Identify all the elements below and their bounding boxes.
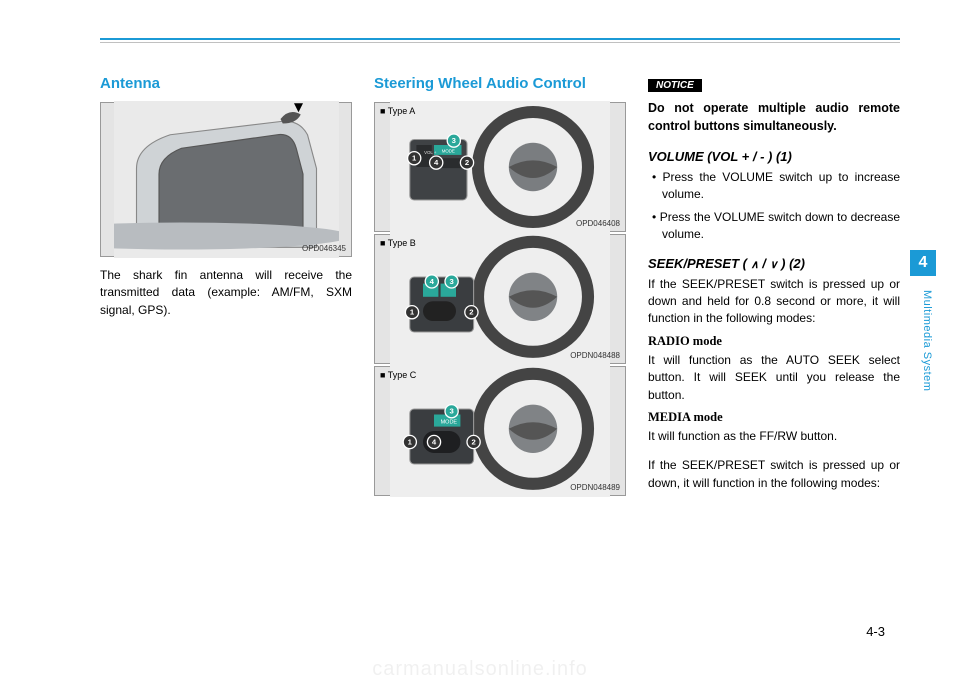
notice-badge: NOTICE <box>648 79 702 92</box>
manual-page: Antenna OPD046345 <box>0 0 960 689</box>
figure-antenna-image <box>101 103 351 256</box>
svg-text:2: 2 <box>471 438 475 447</box>
media-mode-label: MEDIA mode <box>648 410 900 425</box>
top-rule-thin <box>100 42 900 43</box>
content-columns: Antenna OPD046345 <box>100 75 900 496</box>
svg-text:MODE: MODE <box>441 419 458 425</box>
antenna-paragraph: The shark fin antenna will receive the t… <box>100 267 352 319</box>
column-3: NOTICE Do not operate multiple audio rem… <box>648 75 900 496</box>
figure-type-c-image: MODE 1 2 3 4 <box>375 367 625 495</box>
seek-paragraph: If the SEEK/PRESET switch is pressed up … <box>648 276 900 328</box>
steering-wheel-c-illustration: MODE 1 2 3 4 <box>390 365 610 497</box>
volume-heading: VOLUME (VOL + / - ) (1) <box>648 149 900 164</box>
heading-swac: Steering Wheel Audio Control <box>374 75 626 92</box>
column-1: Antenna OPD046345 <box>100 75 352 496</box>
svg-text:2: 2 <box>465 158 469 167</box>
radio-mode-label: RADIO mode <box>648 334 900 349</box>
media-mode-text: It will function as the FF/RW button. <box>648 428 900 445</box>
steering-wheel-b-illustration: 1 2 3 4 <box>390 233 610 365</box>
svg-text:3: 3 <box>452 136 456 145</box>
heading-antenna: Antenna <box>100 75 352 92</box>
svg-text:MODE: MODE <box>442 149 455 154</box>
seek-heading: SEEK/PRESET ( ∧ / ∨ ) (2) <box>648 256 900 271</box>
seek-tail-paragraph: If the SEEK/PRESET switch is pressed up … <box>648 457 900 492</box>
figure-antenna: OPD046345 <box>100 102 352 257</box>
svg-text:4: 4 <box>430 277 435 286</box>
svg-text:3: 3 <box>449 407 453 416</box>
figure-antenna-caption: OPD046345 <box>302 244 346 253</box>
figure-type-a-label: ■ Type A <box>380 106 415 116</box>
car-rear-illustration <box>114 101 339 259</box>
figure-type-a-image: VOL + MODE 1 2 3 4 <box>375 103 625 231</box>
radio-mode-text: It will function as the AUTO SEEK select… <box>648 352 900 404</box>
chevron-up-icon: ∧ <box>751 258 759 271</box>
svg-text:1: 1 <box>408 438 413 447</box>
figure-type-b-image: 1 2 3 4 <box>375 235 625 363</box>
column-2: Steering Wheel Audio Control ■ Type A <box>374 75 626 496</box>
chevron-down-icon: ∨ <box>769 258 777 271</box>
volume-bullet-1: Press the VOLUME switch up to increase v… <box>652 169 900 204</box>
svg-text:4: 4 <box>434 158 439 167</box>
svg-text:1: 1 <box>410 308 415 317</box>
figure-type-a-caption: OPD046408 <box>576 219 620 228</box>
seek-heading-pre: SEEK/PRESET ( <box>648 256 751 271</box>
chapter-number: 4 <box>919 254 928 272</box>
volume-bullet-2: Press the VOLUME switch down to decrease… <box>652 209 900 244</box>
figure-type-b-caption: OPDN048488 <box>570 351 620 360</box>
watermark: carmanualsonline.info <box>372 658 588 681</box>
figure-type-c: ■ Type C MODE 1 2 3 4 <box>374 366 626 496</box>
figure-type-b-label: ■ Type B <box>380 238 416 248</box>
svg-text:4: 4 <box>432 438 437 447</box>
svg-text:VOL +: VOL + <box>424 150 437 155</box>
top-rule-accent <box>100 38 900 40</box>
page-number: 4-3 <box>866 624 885 639</box>
chapter-label: Multimedia System <box>921 290 933 391</box>
notice-text: Do not operate multiple audio remote con… <box>648 100 900 135</box>
figure-type-c-label: ■ Type C <box>380 370 416 380</box>
figure-type-b: ■ Type B 1 2 3 <box>374 234 626 364</box>
steering-wheel-a-illustration: VOL + MODE 1 2 3 4 <box>390 101 610 233</box>
seek-heading-post: ) (2) <box>778 256 805 271</box>
figure-type-a: ■ Type A VOL + MODE <box>374 102 626 232</box>
svg-text:2: 2 <box>469 308 473 317</box>
volume-bullets: Press the VOLUME switch up to increase v… <box>648 169 900 244</box>
svg-text:1: 1 <box>412 154 417 163</box>
chapter-tab: 4 <box>910 250 936 276</box>
svg-text:3: 3 <box>449 277 453 286</box>
figure-type-c-caption: OPDN048489 <box>570 483 620 492</box>
seek-heading-mid: / <box>759 256 770 271</box>
